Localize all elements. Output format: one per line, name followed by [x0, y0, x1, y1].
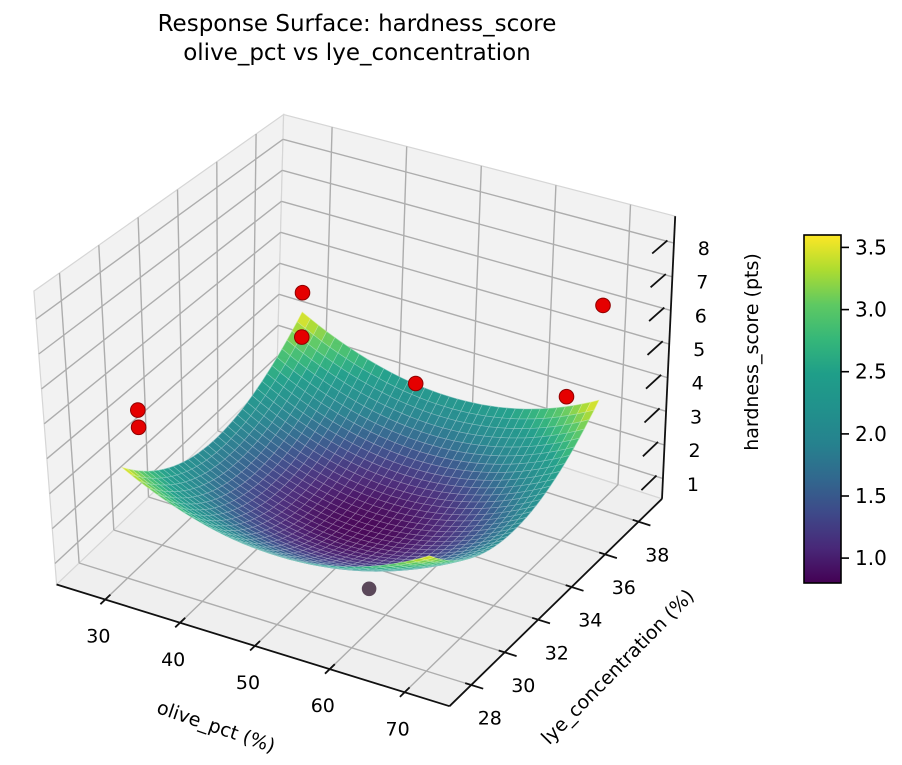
tick-label: 40: [161, 649, 185, 671]
tick-label: 50: [236, 672, 260, 694]
chart-title: Response Surface: hardness_score olive_p…: [158, 10, 557, 68]
tick-label: 1.0: [855, 546, 887, 570]
tick-label: 30: [86, 626, 110, 648]
tick-label: 6: [695, 305, 707, 327]
data-point-occluded: [361, 581, 377, 597]
tick-label: 30: [511, 675, 535, 697]
tick-label: 7: [696, 272, 708, 294]
response-surface-mesh: [121, 311, 600, 572]
tick-label: 2.5: [855, 360, 887, 384]
tick-label: 2.0: [855, 422, 887, 446]
data-point: [294, 329, 310, 345]
colorbar-gradient: [803, 234, 842, 584]
tick-label: 1: [687, 474, 699, 496]
colorbar: [803, 234, 849, 584]
data-point: [294, 284, 311, 301]
tick-label: 28: [478, 708, 502, 730]
chart-title-line1: Response Surface: hardness_score: [157, 11, 557, 37]
tick-label: 4: [692, 373, 704, 395]
x-axis-spine: [56, 583, 450, 708]
tick-label: 3.5: [855, 235, 887, 259]
tick-label: 3.0: [855, 298, 887, 322]
tick-label: 8: [698, 238, 710, 260]
z-axis-spine: [661, 216, 677, 499]
tick-label: 36: [612, 577, 636, 599]
data-point: [558, 388, 575, 405]
tick-label: 38: [645, 544, 669, 566]
scatter-points: [130, 284, 611, 597]
y-axis-spine: [448, 498, 663, 707]
tick-label: 70: [386, 718, 410, 740]
chart-title-line2: olive_pct vs lye_concentration: [183, 40, 531, 66]
data-point: [130, 419, 147, 436]
data-point: [407, 375, 424, 392]
tick-label: 5: [693, 339, 705, 361]
data-point: [130, 402, 146, 418]
tick-label: 1.5: [855, 484, 887, 508]
z-axis-label: hardness_score (pts): [741, 253, 763, 451]
tick-label: 2: [689, 440, 701, 462]
tick-label: 34: [578, 610, 602, 632]
data-point: [595, 297, 611, 314]
tick-label: 3: [690, 406, 702, 428]
axis-spines: [56, 216, 677, 708]
tick-label: 32: [545, 642, 569, 664]
tick-label: 60: [311, 695, 335, 717]
